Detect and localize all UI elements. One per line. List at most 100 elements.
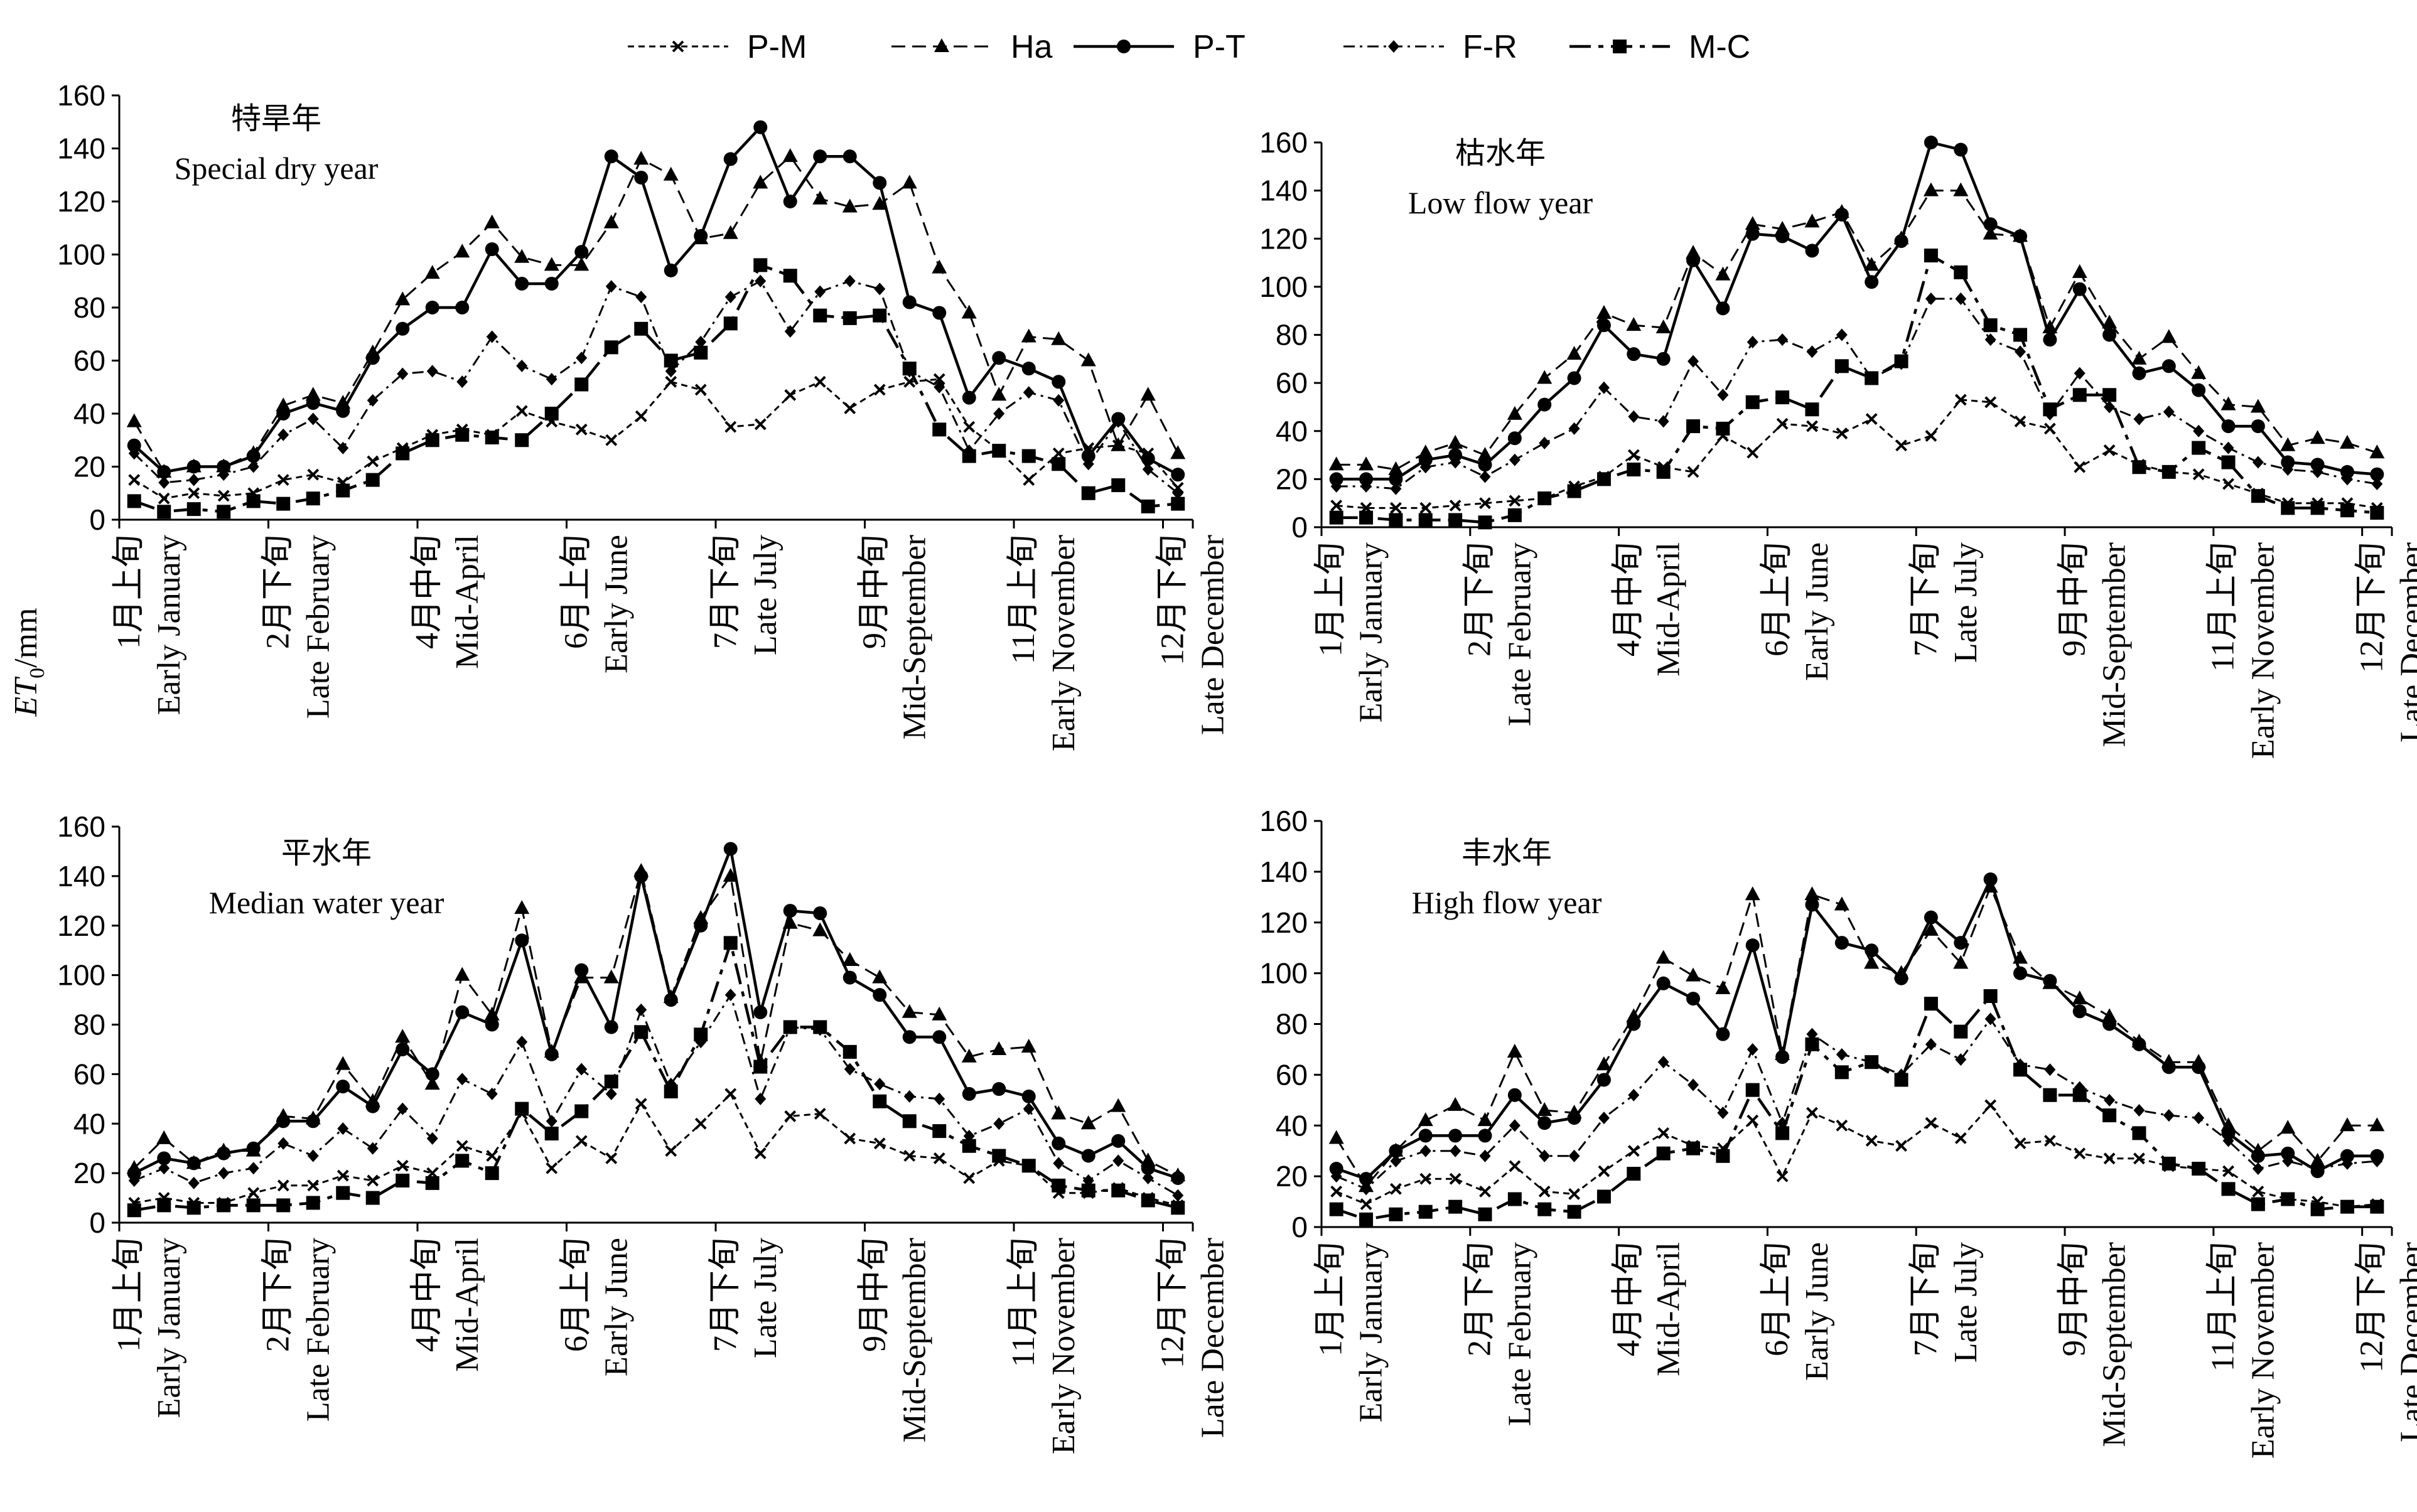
panel-median-water-year: 0 20 40 60 80 100 120 140 160 1月上旬 Early January 2月…: [57, 810, 1230, 1454]
data-point-f-r: [1657, 1056, 1669, 1069]
legend-item-m-c: M-C: [1569, 29, 1750, 65]
series-m-c: [1329, 989, 2384, 1226]
data-point-p-t: [634, 869, 649, 883]
data-point-p-m: [1449, 1172, 1462, 1185]
x-tick-label-en: Early June: [598, 535, 634, 673]
data-point-m-c: [2221, 455, 2236, 469]
data-point-p-m: [1023, 474, 1035, 486]
data-point-p-m: [188, 487, 200, 500]
data-point-m-c: [1359, 1212, 1374, 1226]
y-tick-label: 20: [1276, 463, 1308, 495]
data-point-m-c: [1805, 1037, 1819, 1051]
data-point-p-m: [724, 421, 737, 433]
x-tick-label-en: Late February: [300, 535, 336, 719]
x-tick-label-en: Early June: [598, 1238, 634, 1376]
data-point-p-m: [1509, 1160, 1521, 1172]
data-point-p-t: [2251, 1149, 2265, 1163]
series-line-p-m: [134, 1093, 1178, 1206]
data-point-f-r: [1717, 389, 1729, 402]
series-p-t: [1329, 872, 2384, 1186]
data-point-f-r: [2312, 1162, 2323, 1175]
data-point-m-c: [515, 433, 529, 448]
data-point-f-r: [158, 476, 170, 489]
x-tick-label-cn: 11月上旬: [2205, 1242, 2241, 1371]
data-point-m-c: [1894, 1073, 1908, 1087]
data-point-p-m: [1509, 495, 1521, 507]
data-point-p-t: [2102, 1017, 2117, 1031]
data-point-p-t: [664, 263, 678, 277]
data-point-f-r: [635, 1003, 647, 1016]
data-point-m-c: [1834, 359, 1849, 373]
data-point-f-r: [1450, 456, 1462, 469]
data-point-m-c: [574, 377, 589, 392]
data-point-f-r: [307, 412, 319, 426]
data-point-p-t: [1507, 1088, 1522, 1102]
data-point-ha: [753, 174, 768, 189]
data-point-p-t: [2102, 328, 2117, 342]
x-tick-label-en: Early January: [151, 535, 187, 715]
x-tick-label-cn: 12月下旬: [2354, 1242, 2389, 1373]
data-point-p-m: [665, 375, 677, 388]
data-point-p-m: [1806, 1107, 1818, 1119]
data-point-p-t: [1052, 1136, 1066, 1150]
data-point-f-r: [1836, 1048, 1848, 1061]
data-point-f-r: [2104, 1093, 2116, 1107]
data-point-p-t: [2072, 282, 2087, 296]
data-point-m-c: [127, 1203, 141, 1218]
data-point-p-m: [336, 1169, 349, 1182]
x-tick-label-en: Early June: [1799, 542, 1835, 681]
data-point-ha: [932, 259, 947, 274]
y-tick-label: 60: [1276, 1058, 1308, 1091]
data-point-p-m: [1360, 1198, 1372, 1211]
y-tick-label: 0: [89, 503, 105, 536]
data-point-ha: [1080, 1115, 1096, 1130]
data-point-f-r: [397, 367, 409, 380]
data-point-p-m: [1984, 1099, 1997, 1112]
data-point-ha: [2102, 314, 2118, 329]
data-point-ha: [2280, 1120, 2296, 1134]
data-point-m-c: [1775, 1126, 1790, 1140]
data-point-ha: [663, 166, 679, 181]
data-point-p-t: [574, 963, 589, 977]
data-point-p-m: [873, 383, 886, 396]
data-point-m-c: [723, 936, 738, 950]
data-point-p-t: [2192, 1060, 2206, 1075]
data-point-p-t: [1627, 347, 1641, 362]
data-point-f-r: [2193, 1112, 2205, 1125]
data-point-p-m: [844, 402, 856, 414]
data-point-ha: [2250, 399, 2266, 413]
x-tick-label-cn: 6月上旬: [1759, 542, 1795, 657]
y-tick-label: 140: [57, 860, 105, 893]
data-point-f-r: [2014, 345, 2026, 358]
data-point-f-r: [307, 1149, 319, 1162]
x-tick-label-en: Mid-September: [2097, 1242, 2133, 1447]
data-point-ha: [1804, 213, 1820, 228]
data-point-m-c: [1021, 449, 1036, 463]
data-point-p-t: [217, 459, 231, 474]
data-point-m-c: [783, 269, 797, 283]
data-point-ha: [2191, 365, 2207, 379]
data-point-ha: [1051, 331, 1067, 345]
y-axis-label-unit: /mm: [8, 608, 44, 667]
data-point-p-t: [1141, 451, 1155, 466]
data-point-p-t: [1021, 1089, 1036, 1103]
data-point-ha: [842, 198, 858, 213]
data-point-p-m: [635, 1098, 647, 1110]
data-point-p-t: [1141, 1161, 1155, 1176]
x-tick-label-cn: 1月上旬: [1313, 542, 1349, 657]
data-point-p-m: [2043, 422, 2056, 435]
data-point-m-c: [932, 422, 947, 437]
data-point-m-c: [1983, 318, 1998, 333]
data-point-p-m: [2043, 1135, 2056, 1147]
series-line-p-m: [134, 378, 1179, 500]
data-point-m-c: [2132, 1126, 2146, 1140]
panel-title-en: High flow year: [1412, 885, 1602, 920]
data-point-p-m: [1895, 1140, 1907, 1152]
data-point-m-c: [1418, 1204, 1433, 1219]
data-point-m-c: [246, 1198, 261, 1213]
data-point-m-c: [873, 308, 887, 323]
series-line-ha: [1336, 190, 2377, 471]
data-point-f-r: [1984, 1012, 1996, 1026]
data-point-m-c: [902, 1114, 917, 1129]
data-point-p-m: [844, 1132, 856, 1145]
